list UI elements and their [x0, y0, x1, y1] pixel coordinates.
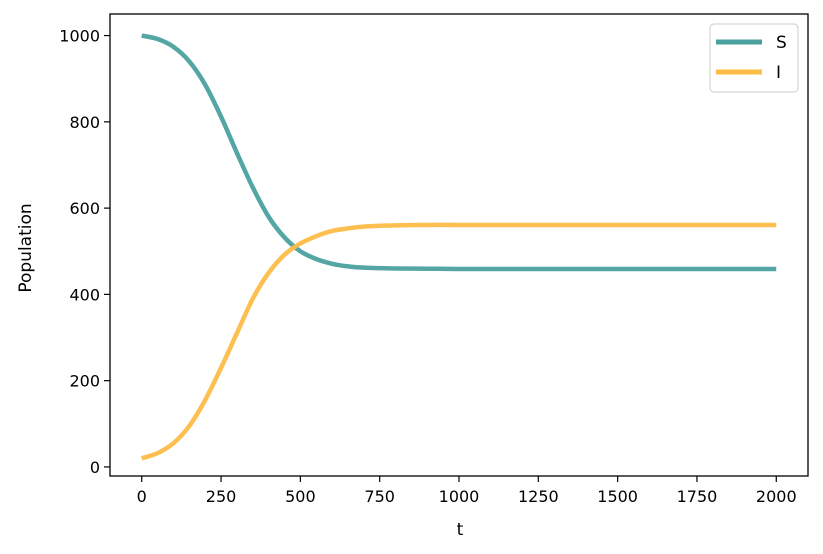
legend: S I	[709, 23, 799, 93]
y-tick-label: 600	[69, 199, 100, 218]
y-axis-ticks: 0 200 400 600 800 1000	[59, 27, 110, 477]
x-tick-label: 1500	[597, 487, 638, 506]
x-tick-label: 1000	[439, 487, 480, 506]
x-tick-label: 2000	[756, 487, 797, 506]
plot-frame	[109, 13, 809, 477]
legend-label-s: S	[776, 33, 787, 53]
plot-area	[141, 33, 777, 461]
x-tick-label: 750	[364, 487, 395, 506]
x-tick-label: 1250	[518, 487, 559, 506]
y-tick-label: 800	[69, 113, 100, 132]
x-tick-label: 1750	[677, 487, 718, 506]
series-line-i	[141, 222, 777, 461]
y-tick-label: 400	[69, 285, 100, 304]
x-axis-label: t	[457, 520, 464, 540]
series-line-s	[141, 33, 777, 272]
x-tick-label: 0	[137, 487, 147, 506]
x-axis-ticks: 0 250 500 750 1000 1250 1500 1750 2000	[137, 476, 797, 506]
x-tick-label: 250	[206, 487, 237, 506]
y-tick-label: 1000	[59, 27, 100, 46]
x-tick-label: 500	[285, 487, 316, 506]
y-tick-label: 0	[90, 458, 100, 477]
y-tick-label: 200	[69, 372, 100, 391]
legend-label-i: I	[776, 63, 781, 83]
y-axis-label: Population	[16, 203, 36, 292]
